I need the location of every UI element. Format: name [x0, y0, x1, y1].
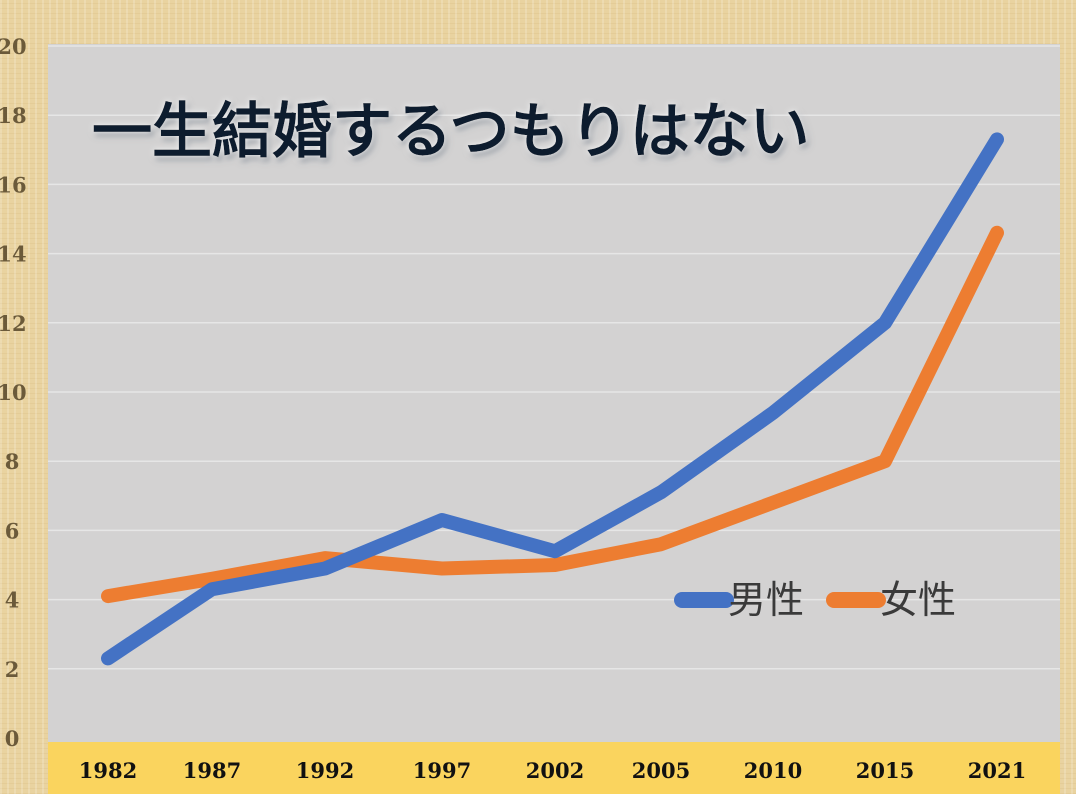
y-tick-label: 12 [0, 311, 27, 336]
data-point [772, 502, 774, 504]
series-line-0 [101, 132, 1004, 666]
y-tick-label: 16 [0, 172, 27, 197]
data-point [107, 657, 109, 659]
x-tick-label: 2002 [526, 758, 584, 783]
x-tick-label: 1987 [183, 758, 241, 783]
series-lines [101, 132, 1004, 666]
x-tick-label: 2021 [968, 758, 1026, 783]
data-point [107, 595, 109, 597]
data-point [211, 588, 213, 590]
gridlines [48, 45, 1060, 670]
data-point [772, 412, 774, 414]
x-tick-label: 1997 [413, 758, 471, 783]
x-tick-label: 2015 [856, 758, 914, 783]
y-tick-label: 8 [5, 449, 20, 474]
data-point [996, 232, 998, 234]
y-tick-label: 20 [0, 34, 27, 59]
plot-background [48, 44, 1060, 742]
data-point [884, 460, 886, 462]
y-tick-label: 6 [5, 518, 20, 543]
y-tick-label: 0 [5, 726, 20, 751]
x-tick-label: 2010 [744, 758, 802, 783]
data-point [660, 491, 662, 493]
legend: 男性 女性 [674, 578, 956, 622]
series-line-1 [101, 225, 1004, 604]
legend-label: 男性 [728, 578, 804, 622]
y-tick-label: 10 [0, 380, 27, 405]
data-point [554, 564, 556, 566]
y-tick-label: 14 [0, 242, 27, 267]
y-tick-label: 2 [5, 657, 20, 682]
data-point [884, 322, 886, 324]
data-point [441, 519, 443, 521]
x-tick-label: 1982 [79, 758, 137, 783]
x-tick-label: 1992 [296, 758, 354, 783]
legend-label: 女性 [880, 578, 956, 622]
y-axis: 0 2 4 6 8 10 12 14 16 18 20 [0, 34, 27, 751]
data-point [441, 568, 443, 570]
data-point [554, 550, 556, 552]
plot-area [48, 44, 1060, 742]
y-tick-label: 18 [0, 103, 27, 128]
data-point [211, 578, 213, 580]
x-tick-label: 2005 [632, 758, 690, 783]
data-point [324, 568, 326, 570]
data-point [324, 557, 326, 559]
data-point [660, 543, 662, 545]
x-axis-band [48, 742, 1060, 794]
x-axis: 1982 1987 1992 1997 2002 2005 2010 2015 2021 [48, 742, 1060, 794]
data-point [996, 138, 998, 140]
chart-title: 一生結婚するつもりはない [92, 97, 810, 167]
y-tick-label: 4 [5, 588, 20, 613]
